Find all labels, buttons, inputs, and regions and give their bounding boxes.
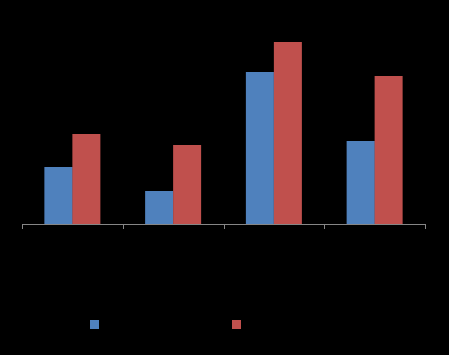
bar xyxy=(273,42,302,224)
bar xyxy=(374,76,403,224)
bar xyxy=(245,72,274,224)
legend-marker xyxy=(90,320,99,329)
bar xyxy=(173,145,202,224)
bar xyxy=(346,141,375,224)
bar xyxy=(72,134,101,224)
bar xyxy=(145,191,174,224)
legend-marker xyxy=(232,320,241,329)
bar xyxy=(44,167,73,224)
